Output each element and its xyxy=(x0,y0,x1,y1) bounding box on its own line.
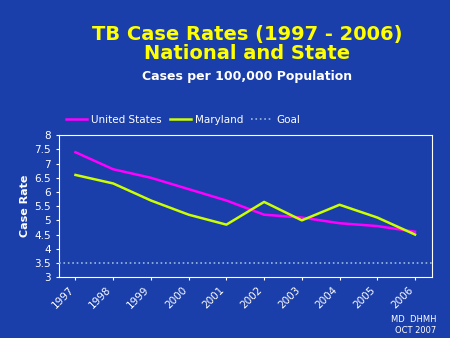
Legend: United States, Maryland, Goal: United States, Maryland, Goal xyxy=(64,113,302,127)
Y-axis label: Case Rate: Case Rate xyxy=(20,175,30,237)
Text: MD  DHMH
OCT 2007: MD DHMH OCT 2007 xyxy=(391,315,436,335)
Text: Cases per 100,000 Population: Cases per 100,000 Population xyxy=(143,70,352,83)
Text: TB Case Rates (1997 - 2006): TB Case Rates (1997 - 2006) xyxy=(92,25,403,44)
Text: National and State: National and State xyxy=(144,44,351,63)
